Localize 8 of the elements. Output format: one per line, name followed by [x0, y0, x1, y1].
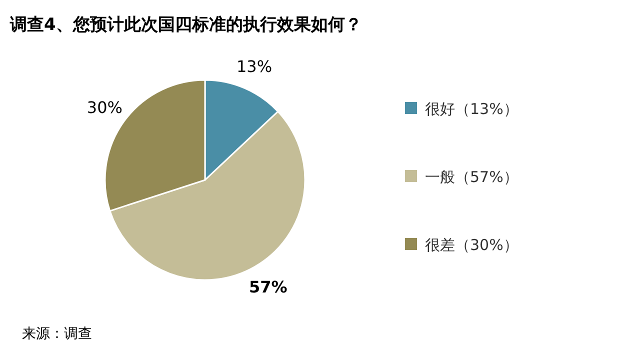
source-note: 来源：调查	[22, 326, 92, 342]
data-label: 57%	[248, 278, 288, 297]
data-label: 30%	[86, 98, 122, 118]
legend-label: 很好（13%）	[425, 100, 518, 118]
chart-title: 调查4、您预计此次国四标准的执行效果如何？	[9, 15, 362, 35]
legend-label: 一般（57%）	[425, 168, 518, 186]
data-label: 13%	[236, 57, 272, 76]
legend-label: 很差（30%）	[425, 236, 518, 254]
